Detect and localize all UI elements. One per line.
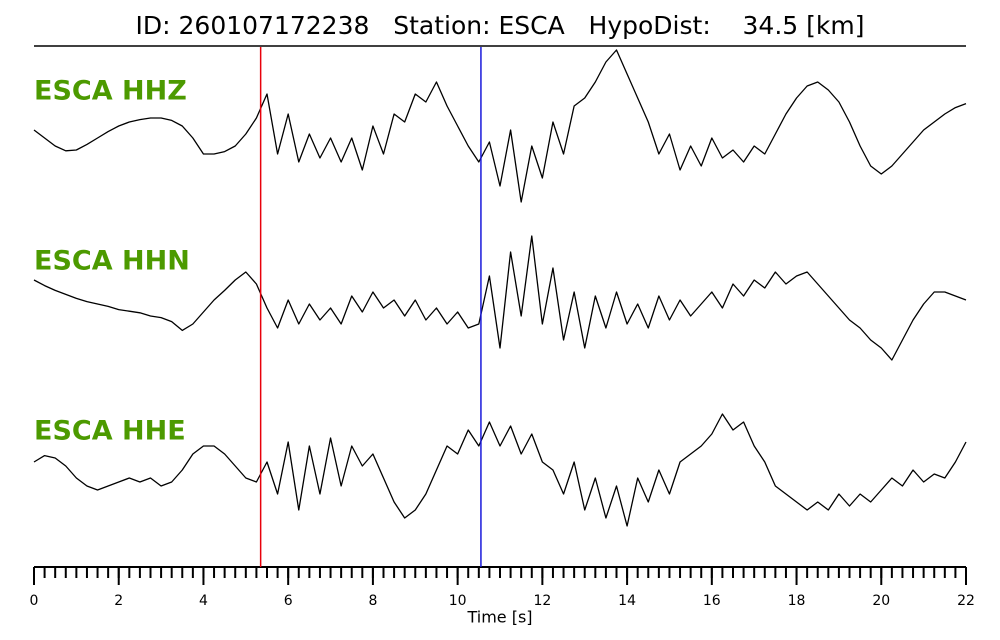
- waveform: [33, 49, 967, 203]
- x-tick-label: 6: [284, 593, 293, 609]
- trace-label: ESCA HHN: [34, 246, 190, 277]
- x-tick-label: 10: [449, 593, 467, 609]
- x-tick-label: 14: [618, 593, 636, 609]
- x-tick-label: 12: [533, 593, 551, 609]
- waveform: [33, 235, 967, 361]
- trace-label: ESCA HHE: [34, 416, 186, 447]
- x-tick-label: 4: [199, 593, 208, 609]
- x-tick-label: 2: [114, 593, 123, 609]
- x-tick-label: 20: [872, 593, 890, 609]
- x-axis-label: Time [s]: [466, 608, 532, 627]
- x-tick-label: 18: [788, 593, 806, 609]
- trace-label: ESCA HHZ: [34, 76, 187, 107]
- waveform: [33, 413, 967, 527]
- chart-title: ID: 260107172238 Station: ESCA HypoDist:…: [136, 11, 865, 40]
- x-tick-label: 0: [30, 593, 39, 609]
- x-tick-label: 8: [368, 593, 377, 609]
- x-tick-label: 22: [957, 593, 975, 609]
- x-tick-label: 16: [703, 593, 721, 609]
